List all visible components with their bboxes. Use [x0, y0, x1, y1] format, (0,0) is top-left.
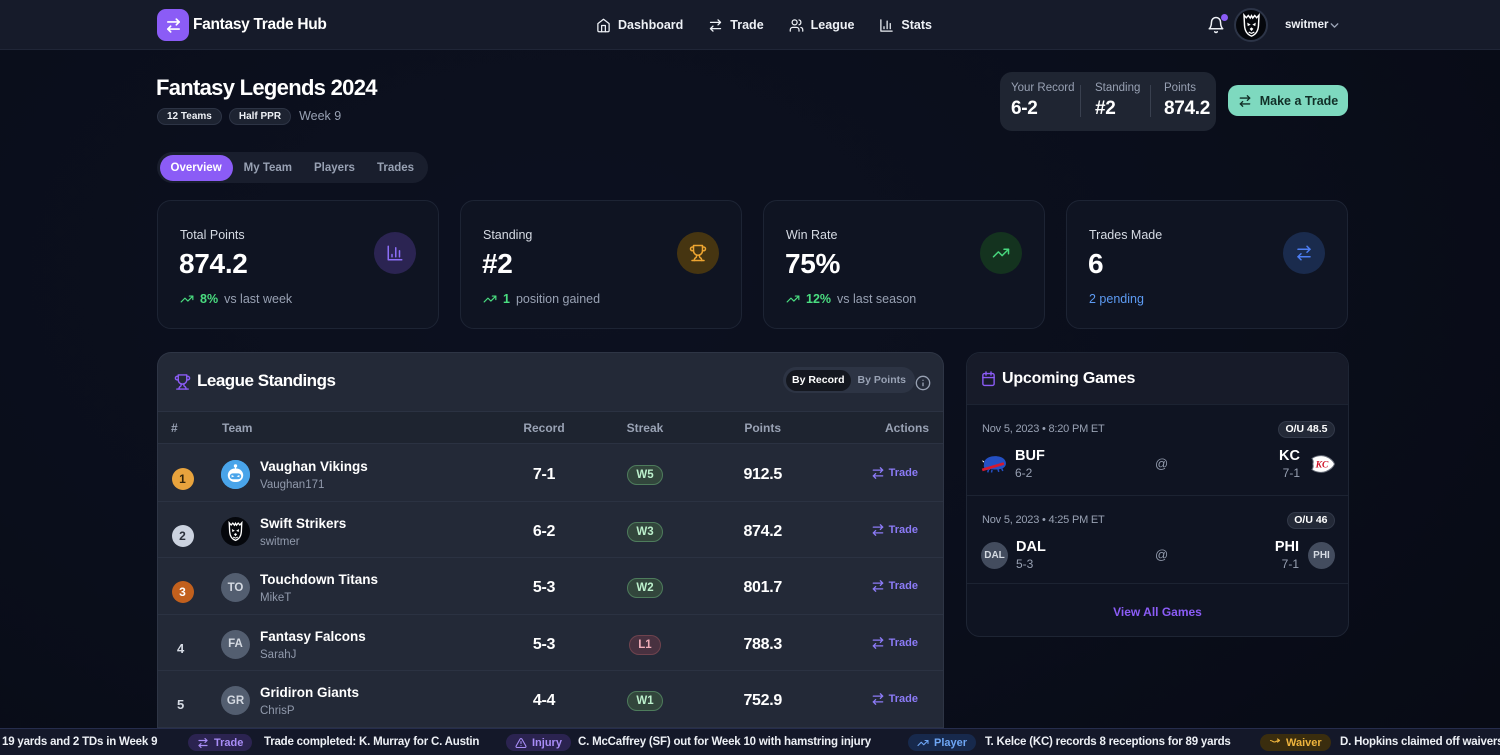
svg-text:KC: KC	[1315, 461, 1329, 471]
